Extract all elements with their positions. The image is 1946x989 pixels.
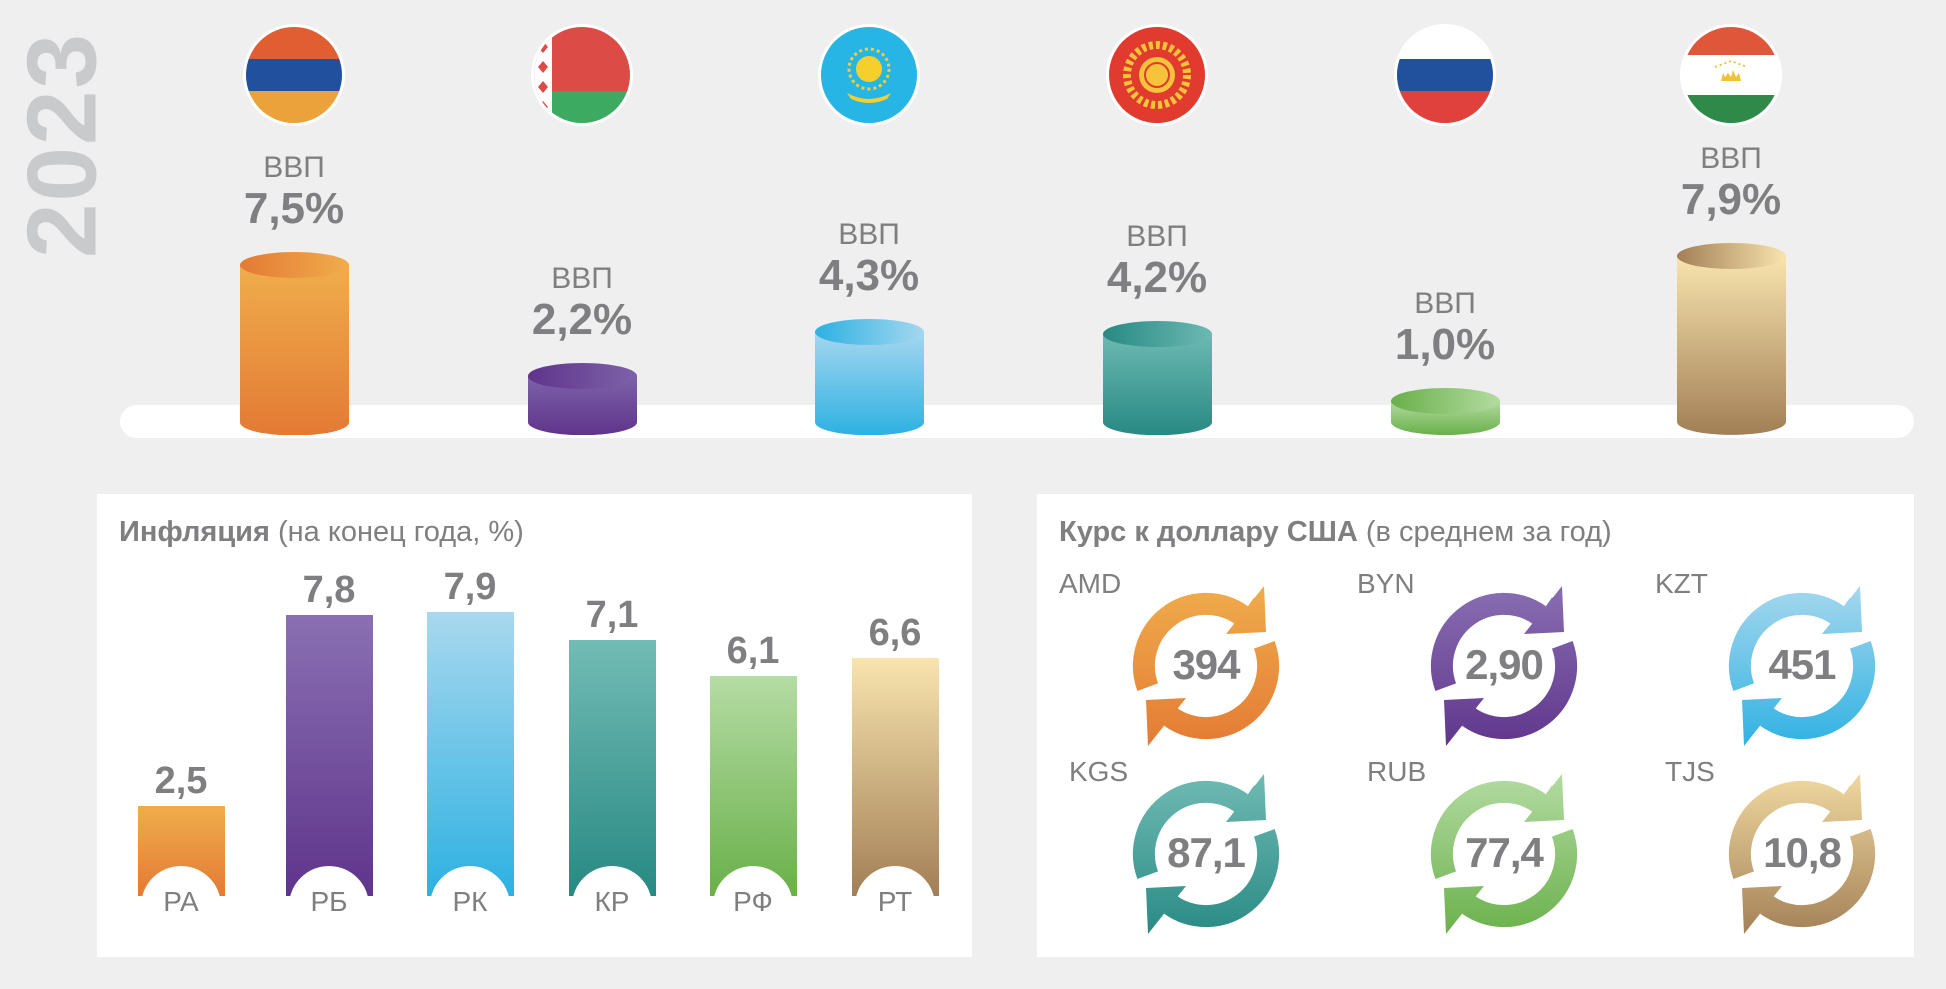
gdp-label-title: ВВП <box>1126 219 1188 253</box>
gdp-value: 7,9% <box>1680 175 1782 225</box>
currency-code: KGS <box>1069 756 1129 787</box>
inflation-bar-label: РТ <box>877 886 913 917</box>
tajikistan-flag-icon <box>1683 27 1779 123</box>
inflation-bar-cap <box>289 866 369 946</box>
gdp-value: 1,0% <box>1394 320 1496 369</box>
inflation-bar-cap <box>713 866 793 946</box>
inflation-bar <box>852 658 939 896</box>
currency-cycle-arrows-icon <box>1430 586 1578 746</box>
inflation-bar-value: 6,6 <box>868 612 922 655</box>
currency-code: TJS <box>1665 756 1715 787</box>
gdp-value: 7,5% <box>243 183 345 233</box>
currency-cycle-arrows-icon <box>1132 586 1280 746</box>
inflation-bar <box>286 615 373 896</box>
currency-rate-value: 2,90 <box>1465 641 1544 688</box>
gdp-label-title: ВВП <box>838 217 900 251</box>
year-label: 2023 <box>7 30 117 260</box>
inflation-panel: Инфляция (на конец года, %) РА 2,5 РБ 7,8 РК… <box>97 494 972 957</box>
inflation-bar-label: РФ <box>733 886 773 917</box>
inflation-bar <box>569 640 656 896</box>
currency-title: Курс к доллару США (в среднем за год) <box>1059 516 1612 548</box>
russia-flag-icon <box>1397 27 1493 123</box>
currency-cycle-arrows-icon <box>1132 774 1280 934</box>
gdp-cylinder-armenia <box>239 251 349 435</box>
currency-cycle-arrows-icon <box>1728 774 1876 934</box>
currency-code: BYN <box>1357 568 1415 599</box>
belarus-flag-icon <box>534 27 630 123</box>
gdp-label: ВВП 4,2% <box>1077 219 1237 303</box>
inflation-bar-label: КР <box>594 886 630 917</box>
kyrgyzstan-flag-icon <box>1109 27 1205 123</box>
inflation-bar-label: РА <box>163 886 199 917</box>
gdp-label-title: ВВП <box>1700 142 1762 176</box>
inflation-bar-label: РК <box>452 886 488 917</box>
inflation-bar-cap <box>430 866 510 946</box>
gdp-cylinder-tajikistan <box>1676 243 1786 435</box>
inflation-bar-label: РБ <box>310 886 348 917</box>
gdp-cylinder-kazakhstan <box>814 318 924 435</box>
inflation-bar-value: 7,1 <box>585 594 639 637</box>
inflation-bar-value: 7,8 <box>302 569 356 612</box>
kazakhstan-flag-icon <box>821 27 917 123</box>
inflation-bar-cap <box>141 866 221 946</box>
inflation-bar-cap <box>855 866 935 946</box>
gdp-label-title: ВВП <box>263 150 325 184</box>
currency-cycle-arrows-icon <box>1728 586 1876 746</box>
currency-code: RUB <box>1367 756 1427 787</box>
gdp-label-title: ВВП <box>1414 287 1476 320</box>
year-text: 2023 <box>6 31 117 259</box>
currency-rate-value: 87,1 <box>1167 829 1246 876</box>
currency-rate-value: 77,4 <box>1465 829 1544 876</box>
gdp-label-title: ВВП <box>551 261 613 295</box>
inflation-bar <box>427 611 514 896</box>
currency-code: AMD <box>1059 568 1122 599</box>
gdp-shelf <box>120 405 1914 438</box>
currency-cycle-arrows-icon <box>1430 774 1578 934</box>
inflation-bar-value: 2,5 <box>154 760 208 802</box>
gdp-label: ВВП 7,9% <box>1651 143 1811 225</box>
gdp-label: ВВП 4,3% <box>789 217 949 301</box>
gdp-cylinder-kyrgyzstan <box>1102 320 1212 435</box>
currency-code: KZT <box>1655 568 1708 599</box>
gdp-cylinder-russia <box>1390 388 1500 435</box>
currency-panel: Курс к доллару США (в среднем за год) AM… <box>1037 494 1914 957</box>
armenia-flag-icon <box>246 27 342 123</box>
currency-rate-value: 394 <box>1172 641 1240 688</box>
inflation-title: Инфляция (на конец года, %) <box>119 516 524 548</box>
gdp-label: ВВП 2,2% <box>502 261 662 345</box>
inflation-bar-value: 7,9 <box>443 565 497 608</box>
inflation-bar <box>710 676 797 896</box>
gdp-value: 4,3% <box>818 250 920 300</box>
gdp-label: ВВП 1,0% <box>1365 288 1525 370</box>
gdp-cylinder-belarus <box>527 362 637 435</box>
currency-rate-value: 10,8 <box>1763 829 1842 876</box>
inflation-bar-cap <box>572 866 652 946</box>
currency-rate-value: 451 <box>1768 641 1836 688</box>
gdp-label: ВВП 7,5% <box>214 150 374 234</box>
gdp-value: 4,2% <box>1106 252 1208 302</box>
inflation-bar-value: 6,1 <box>726 630 780 673</box>
gdp-value: 2,2% <box>531 294 633 344</box>
